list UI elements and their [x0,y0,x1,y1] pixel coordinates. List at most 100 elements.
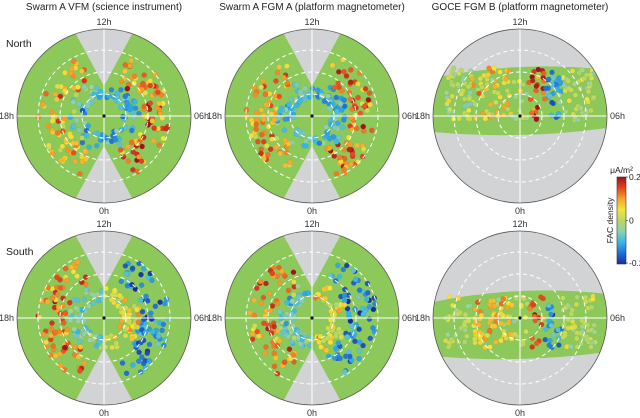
row-label-south: South [6,246,34,258]
fac-point [523,328,529,335]
fac-point [498,301,504,307]
fac-point [504,88,510,94]
fac-point [505,106,511,112]
colorbar-tick: -0.2 [629,258,640,268]
fac-point [301,291,308,297]
fac-point [116,141,123,148]
fac-point [67,114,74,120]
fac-point [493,99,499,106]
fac-point [122,263,129,269]
fac-point [260,294,267,301]
clock-label-06h: 06h [194,313,209,323]
fac-point [74,297,81,304]
fac-point [290,323,296,329]
pole-marker [102,316,106,320]
fac-point [550,75,556,81]
fac-point [348,67,354,73]
fac-point [549,99,555,106]
fac-point [367,101,373,108]
fac-point [147,82,153,89]
fac-point [86,303,92,309]
fac-point [139,308,146,315]
fac-point [355,81,361,87]
fac-point [480,110,486,117]
fac-point [511,79,517,85]
fac-point [339,88,345,94]
fac-point [251,312,258,319]
clock-label-06h: 06h [402,111,417,121]
fac-point [356,287,363,293]
fac-point [283,149,290,156]
fac-point [347,141,353,148]
fac-point [50,343,56,349]
fac-point [113,128,120,134]
fac-point [451,72,458,78]
fac-point [129,281,135,288]
fac-point [497,69,503,75]
fac-point [372,301,378,307]
fac-point [62,344,68,351]
fac-point [65,147,71,153]
fac-point [64,326,70,333]
fac-point [349,151,356,158]
fac-point [589,339,595,346]
fac-point [258,84,264,90]
fac-point [341,114,348,120]
fac-point [81,84,88,90]
fac-point [280,74,287,81]
fac-point [39,101,46,108]
fac-point [297,99,303,105]
fac-point [333,139,340,145]
fac-point [447,106,453,113]
fac-point [462,339,468,345]
clock-label-18h: 18h [207,313,222,323]
fac-point [261,139,267,145]
fac-point [151,125,157,131]
fac-point [263,344,269,350]
fac-point [154,104,160,111]
clock-label-06h: 06h [402,313,417,323]
panel-title-goce-fgm: GOCE FGM B (platform magnetometer) [431,2,609,13]
polar-panel-5: 12h 0h 18h 06h [207,219,417,418]
fac-point [501,112,507,118]
fac-point [353,321,360,328]
fac-point [482,116,489,122]
fac-point [588,107,594,114]
fac-point [71,344,78,350]
fac-point [584,96,590,102]
fac-point [484,332,491,339]
fac-point [249,331,256,337]
fac-point [274,69,281,76]
fac-point [465,303,471,309]
fac-point [366,304,373,310]
fac-point [87,337,93,343]
fac-point [356,355,362,362]
fac-point [333,171,340,177]
fac-point [443,90,450,96]
fac-point [466,107,472,114]
fac-point [444,101,450,107]
fac-point [513,94,519,100]
colorbar-unit: μA/m² [610,165,633,175]
fac-point [347,96,354,103]
colorbar: μA/m²0.2 0 -0.2 FAC density [605,165,640,268]
fac-point [488,298,494,304]
fac-point [122,297,128,304]
fac-point [61,320,67,326]
fac-point [293,300,300,307]
fac-point [271,323,277,330]
fac-point [548,311,554,318]
fac-point [86,144,92,150]
fac-point [155,89,161,95]
fac-point [569,68,576,74]
fac-point [265,152,271,158]
fac-point [79,68,85,74]
fac-point [346,89,353,95]
fac-point [249,336,256,342]
fac-point [52,329,59,335]
fac-point [492,84,498,90]
fac-point [117,147,124,153]
fac-point [276,64,282,70]
fac-point [52,91,58,97]
fac-point [135,311,142,318]
